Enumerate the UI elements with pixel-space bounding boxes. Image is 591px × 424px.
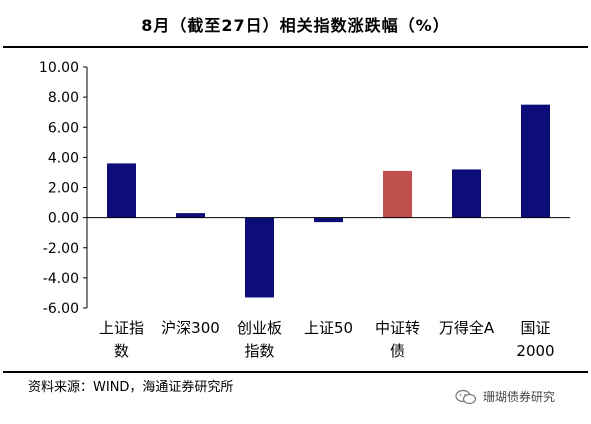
x-tick-label: 2000: [516, 342, 554, 360]
x-tick-label: 债: [390, 342, 405, 360]
y-tick-label: -4.00: [43, 271, 79, 287]
x-tick-label: 国证: [520, 319, 550, 337]
y-tick-label: 8.00: [48, 90, 79, 106]
bar: [107, 163, 136, 218]
source-note: 资料来源：WIND，海通证券研究所: [28, 380, 234, 395]
bar: [521, 104, 550, 218]
x-tick-label: 上证50: [304, 319, 353, 337]
watermark-text: 珊瑚债券研究: [483, 390, 556, 404]
y-tick-label: 2.00: [48, 181, 79, 197]
chart-title: 8月（截至27日）相关指数涨跌幅（%）: [141, 16, 450, 35]
x-tick-label: 中证转: [375, 319, 420, 337]
y-tick-label: 10.00: [39, 60, 79, 76]
x-tick-label: 指数: [244, 342, 274, 360]
watermark: 珊瑚债券研究: [455, 388, 555, 405]
bar: [383, 170, 412, 218]
y-tick-label: 0.00: [48, 211, 79, 227]
x-tick-label: 沪深300: [161, 319, 220, 337]
bar: [452, 169, 481, 218]
y-tick-label: -6.00: [43, 301, 79, 317]
y-tick-label: 6.00: [48, 120, 79, 136]
top-divider: [3, 46, 588, 48]
x-tick-label: 创业板: [237, 319, 282, 337]
y-tick-label: -2.00: [43, 241, 79, 257]
bar: [176, 213, 205, 218]
x-tick-label: 数: [114, 342, 129, 360]
y-tick-label: 4.00: [48, 150, 79, 166]
x-tick-label: 万得全A: [439, 319, 495, 337]
bar: [314, 217, 343, 223]
x-tick-label: 上证指: [99, 319, 144, 337]
bar: [245, 217, 274, 298]
bottom-divider: [3, 371, 588, 373]
wechat-icon: [455, 389, 477, 404]
